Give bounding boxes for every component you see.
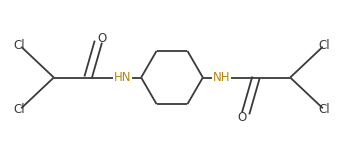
Text: Cl: Cl — [319, 39, 330, 52]
Text: HN: HN — [114, 71, 131, 84]
Text: NH: NH — [213, 71, 230, 84]
Text: O: O — [98, 32, 107, 45]
Text: Cl: Cl — [14, 103, 25, 116]
Text: Cl: Cl — [14, 39, 25, 52]
Text: Cl: Cl — [319, 103, 330, 116]
Text: O: O — [238, 111, 247, 124]
